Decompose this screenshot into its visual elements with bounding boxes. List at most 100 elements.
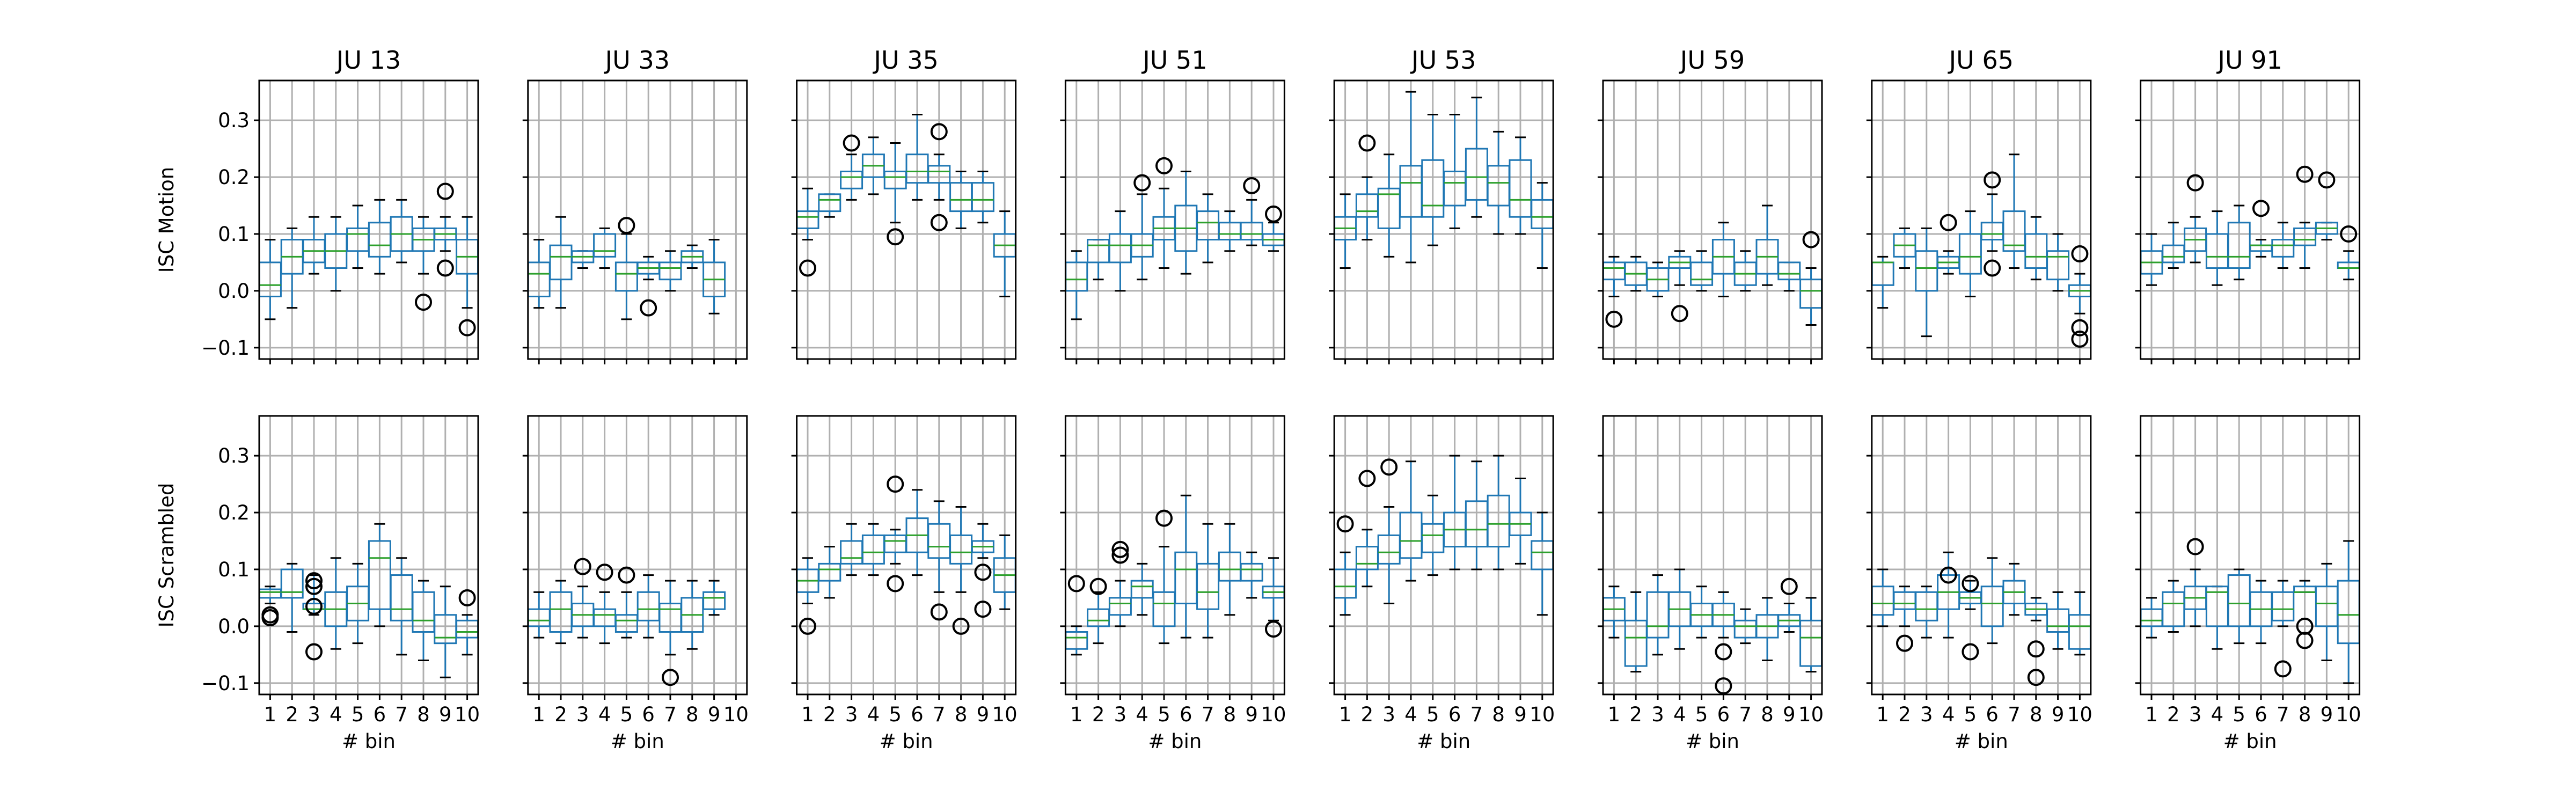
x-axis-label: # bin (342, 730, 396, 753)
x-tick-label: 1 (2145, 703, 2158, 726)
outlier-point (305, 572, 323, 590)
outlier-point (2274, 660, 2292, 678)
outlier-point (1715, 643, 1732, 661)
box-bin-3 (302, 216, 326, 275)
outlier-point (974, 601, 992, 618)
box-bin-7 (2271, 222, 2295, 269)
x-tick-label: 6 (2255, 703, 2267, 726)
x-tick-label: 5 (352, 703, 364, 726)
box-bin-9 (1509, 478, 1532, 565)
x-tick-label: 10 (1529, 703, 1555, 726)
box-bin-2 (280, 562, 304, 633)
box-iqr (280, 568, 304, 599)
box-iqr (1624, 619, 1648, 667)
x-tick-label: 4 (1673, 703, 1686, 726)
box-bin-10 (2068, 591, 2091, 656)
outlier-point (1089, 577, 1107, 595)
box-bin-2 (2162, 222, 2185, 269)
outlier-point (1671, 305, 1688, 323)
box-bin-2 (1893, 227, 1916, 269)
box-iqr (1240, 562, 1263, 582)
y-axis-label: ISC Scrambled (155, 483, 178, 628)
box-bin-2 (818, 193, 841, 218)
box-bin-5 (614, 233, 638, 320)
x-tick-label: 9 (1245, 703, 1258, 726)
x-tick-label: 8 (2030, 703, 2043, 726)
box-bin-3 (1915, 227, 1938, 338)
panel-15: 1 2 3 4 5 6 7 8 9 10 # bin (1866, 415, 2092, 753)
x-tick-label: 4 (1942, 703, 1955, 726)
outlier-point (974, 564, 992, 581)
outlier-point (1358, 134, 1376, 152)
box-iqr (593, 233, 617, 258)
outlier-point (930, 603, 948, 621)
x-tick-label: 4 (1404, 703, 1417, 726)
box-bin-9 (2315, 222, 2338, 241)
box-iqr (840, 170, 863, 189)
outlier-point (1962, 643, 1979, 661)
outlier-point (799, 617, 816, 635)
box-iqr (412, 591, 435, 633)
axes-frame (1064, 79, 1285, 360)
outlier-point (1715, 677, 1732, 695)
outlier-point (618, 217, 635, 235)
x-tick-label: 8 (417, 703, 430, 726)
box-bin-7 (2002, 153, 2026, 269)
box-bin-8 (1487, 455, 1510, 570)
x-tick-label: 9 (977, 703, 990, 726)
box-bin-8 (412, 580, 435, 661)
box-bin-2 (818, 546, 841, 599)
box-bin-4 (324, 557, 348, 650)
x-tick-label: 3 (1382, 703, 1395, 726)
box-bin-6 (1980, 193, 2004, 252)
box-bin-7 (2002, 562, 2026, 616)
box-iqr (658, 261, 682, 281)
x-tick-label: 3 (1920, 703, 1933, 726)
y-tick-label: 0.2 (218, 501, 250, 524)
box-bin-9 (702, 580, 726, 616)
x-tick-label: 6 (911, 703, 924, 726)
box-iqr (1980, 586, 2004, 627)
outlier-point (436, 259, 454, 277)
outlier-point (305, 577, 323, 595)
outlier-point (1265, 620, 1282, 638)
box-bin-1 (1602, 586, 1626, 639)
box-bin-7 (2271, 580, 2295, 627)
x-tick-label: 8 (2299, 703, 2311, 726)
x-tick-label: 6 (1717, 703, 1730, 726)
outlier-point (1265, 205, 1282, 223)
box-iqr (1777, 261, 1801, 281)
box-iqr (1509, 159, 1532, 218)
panel-title: JU 51 (1141, 46, 1207, 75)
x-tick-label: 2 (1361, 703, 1374, 726)
x-tick-label: 2 (1898, 703, 1911, 726)
x-tick-label: 10 (723, 703, 749, 726)
box-bin-6 (1980, 557, 2004, 645)
box-iqr (1915, 250, 1938, 292)
box-bin-5 (1152, 546, 1176, 645)
outlier-point (2071, 319, 2089, 336)
box-bin-1 (258, 239, 282, 320)
box-bin-9 (434, 586, 457, 678)
box-bin-9 (1509, 136, 1532, 235)
outlier-point (930, 123, 948, 141)
axes-frame (1064, 415, 1285, 696)
box-bin-3 (571, 250, 595, 269)
box-bin-8 (1487, 130, 1510, 235)
axes-frame (796, 79, 1017, 360)
box-bin-7 (927, 153, 951, 201)
box-iqr (2271, 591, 2295, 621)
box-iqr (2046, 250, 2070, 281)
x-axis-label: # bin (611, 730, 664, 753)
axes-frame (1871, 79, 2092, 360)
box-bin-9 (971, 170, 994, 224)
x-tick-label: 1 (801, 703, 814, 726)
axes-frame (258, 415, 479, 696)
box-bin-10 (1262, 222, 1285, 252)
panel-13: 1 2 3 4 5 6 7 8 9 10 # bin (1329, 415, 1555, 753)
box-iqr (1108, 597, 1132, 616)
x-axis-label: # bin (1686, 730, 1739, 753)
box-iqr (614, 614, 638, 633)
panel-14: 1 2 3 4 5 6 7 8 9 10 # bin (1598, 415, 1824, 753)
outlier-point (261, 609, 279, 627)
